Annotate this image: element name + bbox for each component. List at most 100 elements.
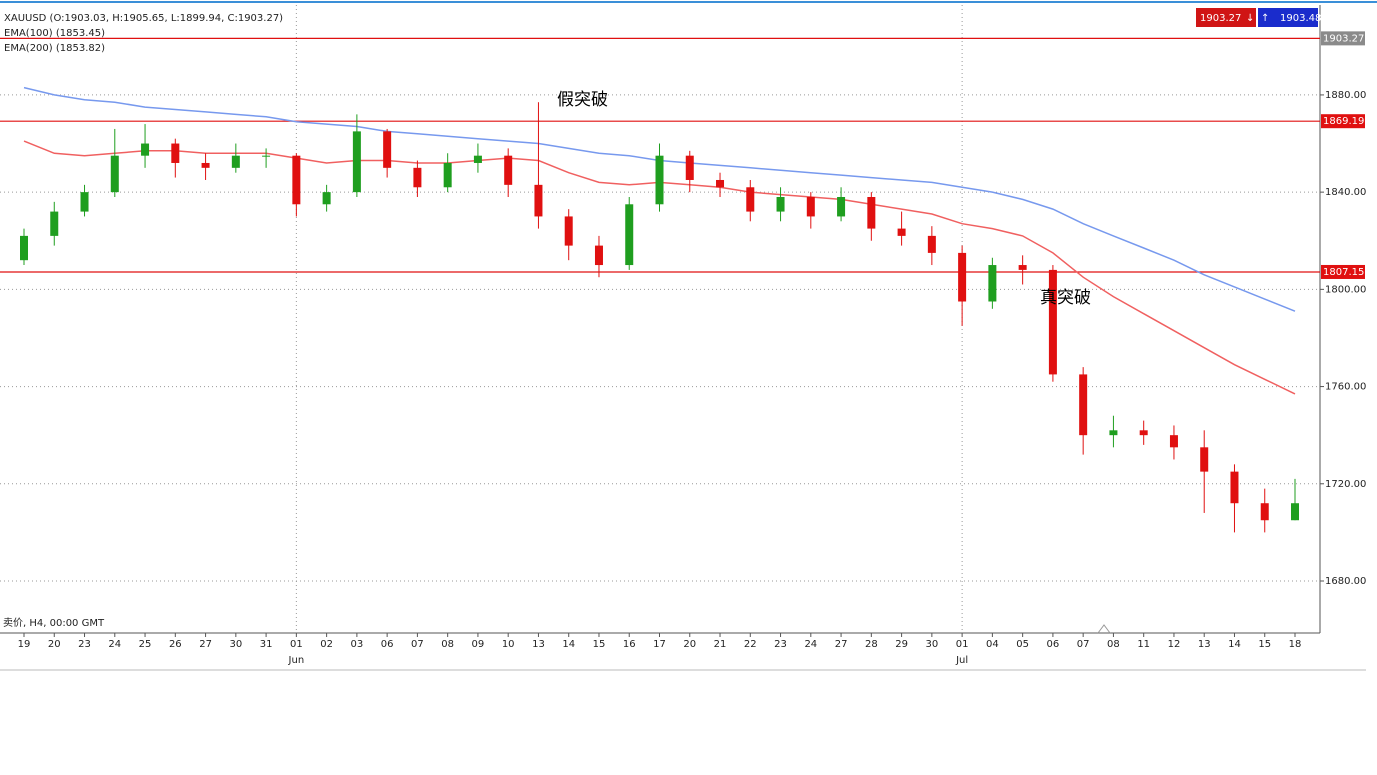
candle-body: [534, 184, 543, 217]
x-tick-label: 27: [199, 639, 212, 650]
candle-body: [655, 155, 664, 205]
x-tick-label: 20: [683, 639, 696, 650]
x-tick-label: 30: [229, 639, 242, 650]
candle-body: [897, 228, 906, 236]
legend-entry: EMA(200) (1853.82): [4, 43, 105, 54]
candle-body: [746, 187, 755, 212]
x-tick-label: 06: [1047, 639, 1060, 650]
x-tick-label: 23: [78, 639, 91, 650]
annotation: 假突破: [557, 90, 608, 110]
x-tick-label: 14: [562, 639, 575, 650]
x-tick-label: 31: [260, 639, 273, 650]
scroll-marker: [1097, 624, 1111, 634]
candle-body: [776, 196, 785, 212]
level-label-box: [1321, 31, 1365, 46]
candle-body: [1018, 265, 1027, 270]
candle-body: [1169, 435, 1178, 448]
candle-body: [625, 204, 634, 266]
candle-body: [837, 196, 846, 217]
levels: [0, 37, 1320, 273]
candle-body: [1230, 471, 1239, 504]
y-tick-label: 1760.00: [1325, 382, 1366, 393]
candle-body: [383, 131, 392, 168]
x-tick-label: 23: [774, 639, 787, 650]
month-label: Jun: [288, 655, 305, 666]
candle-body: [473, 155, 482, 163]
annotation: 真突破: [1040, 288, 1091, 308]
y-tick-label: 1880.00: [1325, 90, 1366, 101]
x-tick-label: 11: [1137, 639, 1150, 650]
y-tick-label: 1800.00: [1325, 284, 1366, 295]
x-tick-label: 25: [139, 639, 152, 650]
ask-price: 1903.48: [1280, 13, 1321, 24]
candle-body: [231, 155, 240, 168]
ask-arrow: ↑: [1261, 13, 1269, 24]
candle-body: [262, 155, 271, 157]
x-tick-label: 01: [956, 639, 969, 650]
candle-body: [806, 196, 815, 217]
x-tick-label: 14: [1228, 639, 1241, 650]
x-tick-label: 15: [593, 639, 606, 650]
x-tick-label: 20: [48, 639, 61, 650]
candle-body: [716, 179, 725, 188]
x-tick-label: 10: [502, 639, 515, 650]
x-tick-label: 21: [714, 639, 727, 650]
candle-body: [443, 162, 452, 188]
candle-body: [988, 265, 997, 302]
candle-body: [927, 235, 936, 253]
x-tick-label: 06: [381, 639, 394, 650]
candle-body: [322, 192, 331, 205]
candle-body: [171, 143, 180, 163]
bid-arrow: ↓: [1246, 13, 1254, 24]
x-tick-label: 03: [351, 639, 364, 650]
candle-body: [685, 155, 694, 180]
candle-body: [504, 155, 513, 185]
candle-body: [594, 245, 603, 266]
x-tick-label: 24: [804, 639, 817, 650]
x-tick-label: 12: [1168, 639, 1181, 650]
x-tick-label: 27: [835, 639, 848, 650]
legend-entry: EMA(100) (1853.45): [4, 28, 105, 39]
x-tick-label: 24: [108, 639, 121, 650]
symbol-legend: XAUUSD (O:1903.03, H:1905.65, L:1899.94,…: [4, 13, 283, 24]
x-tick-label: 19: [18, 639, 31, 650]
x-tick-label: 13: [1198, 639, 1211, 650]
x-tick-label: 28: [865, 639, 878, 650]
candle-body: [201, 162, 210, 168]
candle-body: [1109, 430, 1118, 436]
x-tick-label: 08: [1107, 639, 1120, 650]
candle-body: [50, 211, 59, 236]
candle-body: [20, 235, 28, 261]
bid-price: 1903.27: [1200, 13, 1241, 24]
bid-box: [1196, 8, 1256, 27]
y-tick-label: 1720.00: [1325, 479, 1366, 490]
y-tick-label: 1680.00: [1325, 576, 1366, 587]
level-label: 1869.19: [1323, 116, 1364, 127]
x-tick-label: 26: [169, 639, 182, 650]
x-tick-label: 05: [1016, 639, 1029, 650]
x-tick-label: 04: [986, 639, 999, 650]
candle-body: [564, 216, 573, 246]
footer-info: 卖价, H4, 00:00 GMT: [3, 617, 105, 629]
x-tick-label: 07: [411, 639, 424, 650]
candle-body: [958, 252, 967, 302]
x-tick-label: 02: [320, 639, 333, 650]
month-label: Jul: [955, 655, 968, 666]
x-tick-label: 15: [1258, 639, 1271, 650]
candle-body: [110, 155, 119, 193]
candle-body: [413, 167, 422, 188]
level-label: 1903.27: [1323, 33, 1364, 44]
y-tick-label: 1840.00: [1325, 187, 1366, 198]
x-tick-label: 01: [290, 639, 303, 650]
candle-body: [1139, 430, 1148, 436]
candle-body: [1048, 269, 1057, 375]
x-tick-label: 07: [1077, 639, 1090, 650]
level-label: 1807.15: [1323, 267, 1364, 278]
x-tick-label: 09: [472, 639, 485, 650]
candle-body: [1291, 503, 1299, 521]
level-label-box: [1321, 114, 1365, 129]
candle-body: [352, 131, 361, 193]
x-tick-label: 16: [623, 639, 636, 650]
candle-body: [141, 143, 150, 156]
